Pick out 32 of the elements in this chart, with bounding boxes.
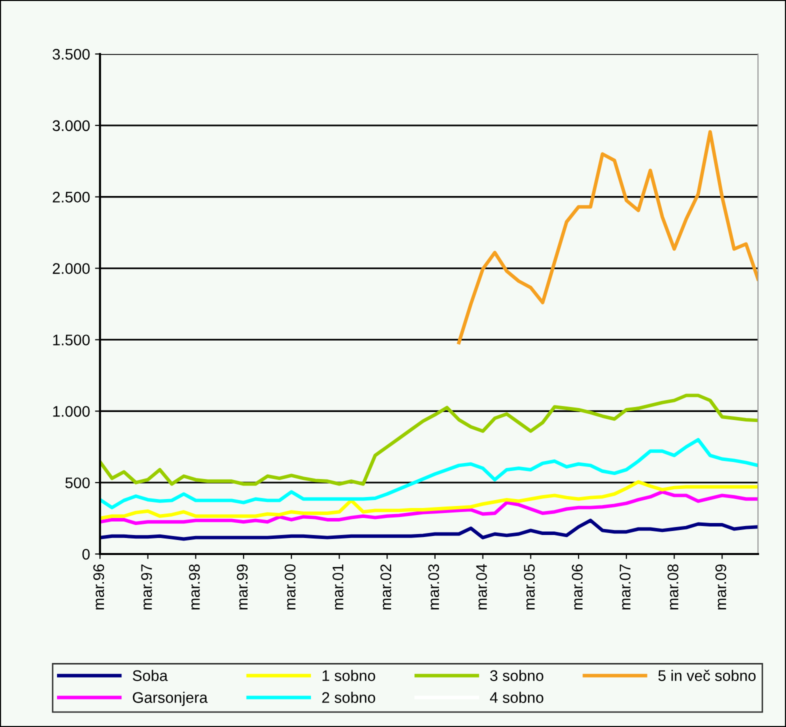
x-tick-label: mar.01	[332, 564, 344, 610]
x-tick-label: mar.00	[284, 564, 296, 610]
legend-label: 4 sobno	[490, 692, 544, 703]
x-tick-label: mar.06	[572, 564, 583, 610]
x-tick-label: mar.97	[141, 564, 152, 610]
y-tick-label: 0	[82, 548, 90, 560]
x-tick-label: mar.09	[715, 564, 726, 610]
y-tick-label: 1.500	[53, 334, 90, 346]
legend-label: 5 in več sobno	[658, 670, 756, 682]
y-tick-label: 500	[65, 477, 90, 488]
line-series	[100, 490, 758, 526]
legend-label: 1 sobno	[322, 670, 376, 682]
y-tick-label: 2.500	[52, 192, 90, 203]
x-tick-label: mar.05	[524, 564, 535, 610]
legend-label: Garsonjera	[132, 692, 208, 706]
x-tick-label: mar.96	[93, 564, 104, 610]
y-tick-label: 2.000	[52, 263, 90, 274]
legend-label: 2 sobno	[322, 692, 376, 703]
line-series	[100, 518, 758, 541]
y-tick-label: 3.500	[52, 48, 90, 60]
x-tick-label: mar.07	[620, 564, 630, 610]
line-series	[457, 130, 758, 344]
x-tick-label: mar.03	[428, 564, 440, 610]
x-tick-label: mar.98	[188, 564, 200, 610]
x-tick-label: mar.04	[476, 564, 487, 610]
x-tick-label: mar.08	[668, 564, 678, 610]
y-tick-label: 1.000	[53, 406, 90, 417]
legend-label: 3 sobno	[490, 670, 544, 682]
x-tick-label: mar.99	[236, 564, 248, 610]
legend-label: Soba	[132, 670, 168, 682]
y-tick-label: 3.000	[52, 120, 90, 132]
x-tick-label: mar.02	[380, 564, 392, 610]
